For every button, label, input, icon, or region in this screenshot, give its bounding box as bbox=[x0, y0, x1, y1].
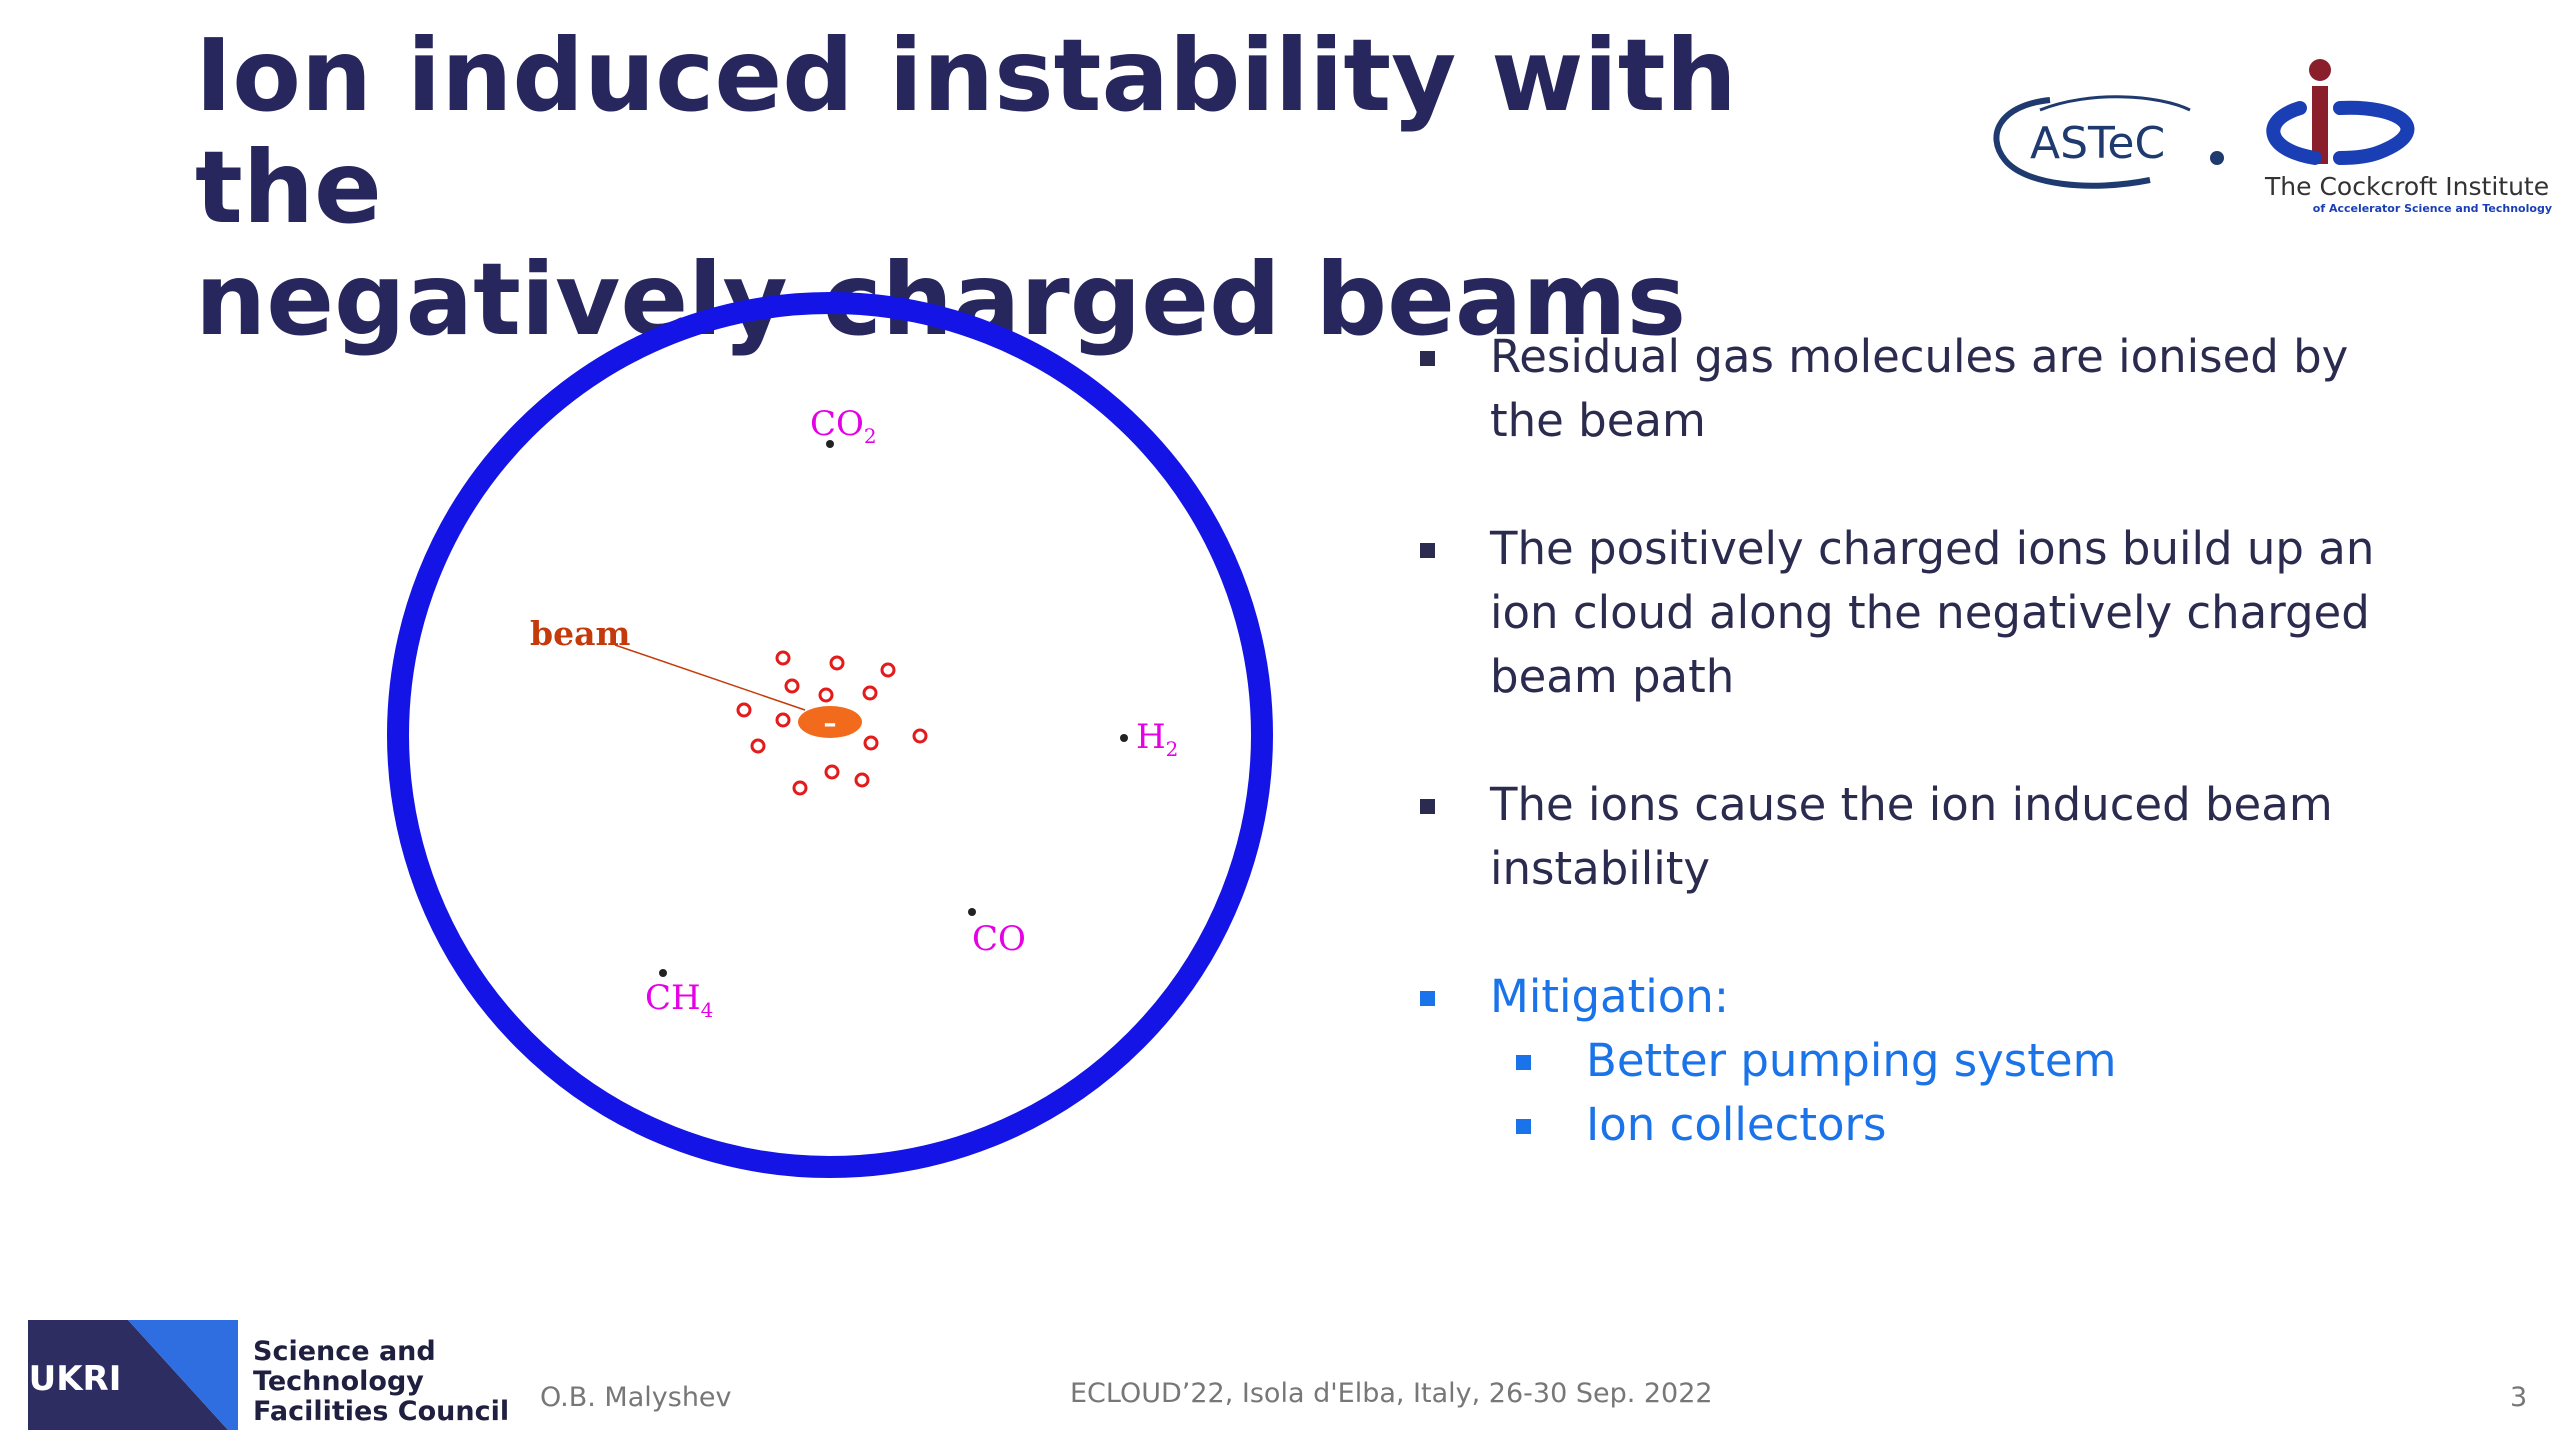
cockcroft-rings bbox=[2266, 100, 2415, 165]
title-line-1: Ion induced instability with the bbox=[195, 17, 1737, 246]
bullet-item: Residual gas molecules are ionised by th… bbox=[1420, 325, 2420, 453]
astec-logo: ASTeC bbox=[1993, 95, 2224, 189]
ion bbox=[792, 780, 808, 796]
co-label: CO bbox=[972, 919, 1026, 959]
ukri-logo: UKRI bbox=[28, 1320, 238, 1430]
beam-label: beam bbox=[530, 614, 630, 653]
astec-wordmark: ASTeC bbox=[2030, 118, 2165, 169]
bullet-list: Residual gas molecules are ionised by th… bbox=[1420, 325, 2420, 1157]
co-molecule-dot bbox=[968, 908, 976, 916]
cockcroft-dot bbox=[2309, 59, 2331, 81]
footer-author: O.B. Malyshev bbox=[540, 1382, 732, 1413]
mitigation-item: Mitigation: Better pumping system Ion co… bbox=[1420, 965, 2420, 1157]
beam-bunch bbox=[798, 706, 862, 738]
ion bbox=[775, 712, 791, 728]
mitigation-sublist: Better pumping system Ion collectors bbox=[1490, 1029, 2420, 1157]
beam-pipe-diagram: beam – CO2 H2 CO CH4 bbox=[387, 292, 1273, 1178]
astec-dot bbox=[2210, 151, 2224, 165]
ion bbox=[784, 678, 800, 694]
square-bullet-icon bbox=[1420, 799, 1435, 814]
square-bullet-icon bbox=[1516, 1055, 1531, 1070]
astec-swoosh bbox=[1993, 97, 2151, 189]
cockcroft-name: The Cockcroft Institute bbox=[2264, 172, 2549, 201]
ion bbox=[862, 685, 878, 701]
square-bullet-icon bbox=[1420, 543, 1435, 558]
mitigation-subitem: Ion collectors bbox=[1516, 1093, 2420, 1157]
bullet-item: The ions cause the ion induced beam inst… bbox=[1420, 773, 2420, 901]
ion bbox=[750, 738, 766, 754]
ion bbox=[775, 650, 791, 666]
square-bullet-icon bbox=[1420, 991, 1435, 1006]
ch4-molecule-dot bbox=[659, 969, 667, 977]
square-bullet-icon bbox=[1420, 351, 1435, 366]
ukri-wordmark: UKRI bbox=[29, 1359, 122, 1399]
slide-title: Ion induced instability with the negativ… bbox=[195, 20, 1895, 356]
bullet-item: The positively charged ions build up an … bbox=[1420, 517, 2420, 709]
ukri-block bbox=[28, 1320, 123, 1430]
cockcroft-tagline: of Accelerator Science and Technology bbox=[2313, 202, 2552, 215]
co2-label: CO2 bbox=[810, 404, 877, 448]
page-number: 3 bbox=[2510, 1382, 2528, 1413]
ion-cloud bbox=[736, 650, 928, 796]
ion bbox=[829, 655, 845, 671]
ion bbox=[880, 662, 896, 678]
ion bbox=[854, 772, 870, 788]
co2-molecule-dot bbox=[826, 440, 834, 448]
ukri-wedge-dark bbox=[123, 1320, 228, 1430]
h2-molecule-dot bbox=[1120, 734, 1128, 742]
mitigation-subitem: Better pumping system bbox=[1516, 1029, 2420, 1093]
beam-pipe-wall bbox=[387, 292, 1273, 1178]
title-line-2: negatively charged beams bbox=[195, 241, 1687, 358]
ion bbox=[863, 735, 879, 751]
ion bbox=[818, 687, 834, 703]
ion bbox=[736, 702, 752, 718]
cockcroft-logo: The Cockcroft Institute of Accelerator S… bbox=[2264, 59, 2552, 215]
cockcroft-stem bbox=[2312, 86, 2328, 164]
footer-event: ECLOUD’22, Isola d'Elba, Italy, 26-30 Se… bbox=[1070, 1378, 1713, 1409]
beam-pointer-line bbox=[614, 644, 806, 711]
astec-arc bbox=[2039, 95, 2191, 112]
h2-label: H2 bbox=[1136, 717, 1178, 761]
beam-charge: – bbox=[824, 709, 837, 739]
ion bbox=[912, 728, 928, 744]
ukri-wedge-blue bbox=[128, 1320, 238, 1430]
stfc-wordmark: Science and Technology Facilities Counci… bbox=[253, 1336, 510, 1427]
ch4-label: CH4 bbox=[645, 978, 713, 1022]
square-bullet-icon bbox=[1516, 1119, 1531, 1134]
ion bbox=[824, 764, 840, 780]
